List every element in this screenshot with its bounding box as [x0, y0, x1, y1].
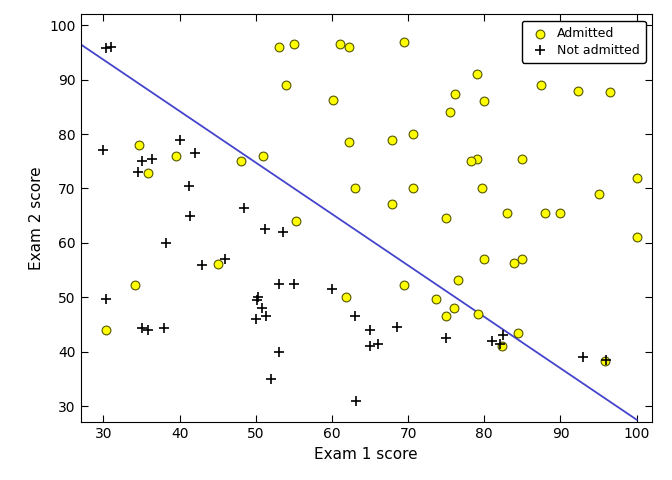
Admitted	[540, 209, 550, 217]
Admitted	[509, 259, 519, 267]
Admitted	[555, 209, 566, 217]
Not admitted	[183, 182, 194, 190]
Admitted	[471, 71, 482, 78]
Admitted	[387, 136, 398, 144]
Not admitted	[265, 375, 276, 383]
Not admitted	[100, 296, 111, 303]
Admitted	[449, 90, 460, 97]
Not admitted	[372, 340, 383, 348]
Not admitted	[251, 315, 261, 323]
Not admitted	[136, 157, 147, 165]
Admitted	[573, 87, 583, 95]
Admitted	[398, 38, 409, 46]
Not admitted	[274, 280, 284, 288]
Not admitted	[349, 312, 360, 320]
Y-axis label: Exam 2 score: Exam 2 score	[29, 167, 44, 270]
Not admitted	[147, 155, 158, 162]
Admitted	[516, 155, 527, 162]
Not admitted	[288, 280, 299, 288]
Not admitted	[197, 261, 208, 268]
Not admitted	[351, 397, 362, 405]
Not admitted	[136, 324, 147, 332]
Admitted	[335, 40, 345, 48]
Not admitted	[159, 324, 170, 332]
Admitted	[497, 342, 507, 350]
Admitted	[408, 130, 419, 138]
Not admitted	[252, 296, 263, 304]
Not admitted	[365, 342, 376, 350]
Not admitted	[327, 285, 337, 293]
Not admitted	[441, 334, 452, 342]
Admitted	[600, 358, 611, 365]
Admitted	[328, 96, 339, 104]
Not admitted	[184, 212, 195, 219]
Admitted	[605, 88, 616, 96]
Admitted	[258, 152, 269, 160]
Admitted	[517, 255, 528, 263]
Not admitted	[278, 228, 288, 236]
Not admitted	[106, 43, 116, 51]
Admitted	[387, 200, 398, 207]
Admitted	[349, 185, 360, 192]
Admitted	[129, 281, 140, 289]
Admitted	[399, 281, 410, 289]
Not admitted	[98, 146, 109, 154]
Not admitted	[274, 348, 284, 356]
Admitted	[631, 234, 642, 241]
Admitted	[479, 97, 490, 105]
Admitted	[473, 310, 484, 317]
Not admitted	[601, 356, 612, 364]
Not admitted	[487, 337, 497, 345]
Admitted	[452, 276, 463, 284]
Admitted	[441, 312, 452, 320]
Admitted	[513, 329, 523, 336]
Not admitted	[257, 304, 267, 312]
Admitted	[479, 255, 490, 263]
Admitted	[502, 209, 513, 217]
Admitted	[536, 81, 547, 89]
Not admitted	[578, 353, 589, 361]
Admitted	[171, 152, 181, 160]
Admitted	[431, 296, 442, 303]
Admitted	[441, 214, 452, 222]
Admitted	[471, 155, 482, 163]
Admitted	[288, 40, 299, 48]
Admitted	[133, 141, 144, 149]
Not admitted	[494, 340, 505, 348]
Admitted	[408, 185, 419, 192]
Admitted	[344, 138, 355, 145]
Admitted	[142, 169, 153, 177]
Not admitted	[100, 44, 111, 52]
Not admitted	[142, 326, 153, 334]
Admitted	[340, 293, 351, 301]
Admitted	[213, 260, 224, 268]
Admitted	[344, 43, 355, 51]
Admitted	[236, 157, 247, 165]
Legend: Admitted, Not admitted: Admitted, Not admitted	[521, 21, 646, 63]
Admitted	[593, 190, 604, 198]
Admitted	[291, 217, 302, 225]
Not admitted	[220, 255, 230, 263]
Not admitted	[190, 149, 200, 157]
Admitted	[476, 185, 487, 192]
Admitted	[445, 108, 456, 116]
Admitted	[465, 157, 476, 165]
Admitted	[274, 43, 284, 51]
Admitted	[631, 174, 642, 181]
Not admitted	[391, 324, 402, 331]
Not admitted	[253, 293, 263, 301]
Not admitted	[260, 312, 271, 320]
Not admitted	[132, 168, 143, 176]
Admitted	[280, 81, 291, 89]
X-axis label: Exam 1 score: Exam 1 score	[314, 447, 418, 462]
Not admitted	[161, 239, 171, 247]
Not admitted	[365, 326, 376, 334]
Not admitted	[174, 136, 185, 144]
Not admitted	[498, 332, 509, 339]
Not admitted	[239, 204, 250, 211]
Not admitted	[259, 226, 270, 233]
Admitted	[100, 326, 111, 334]
Admitted	[448, 304, 459, 312]
